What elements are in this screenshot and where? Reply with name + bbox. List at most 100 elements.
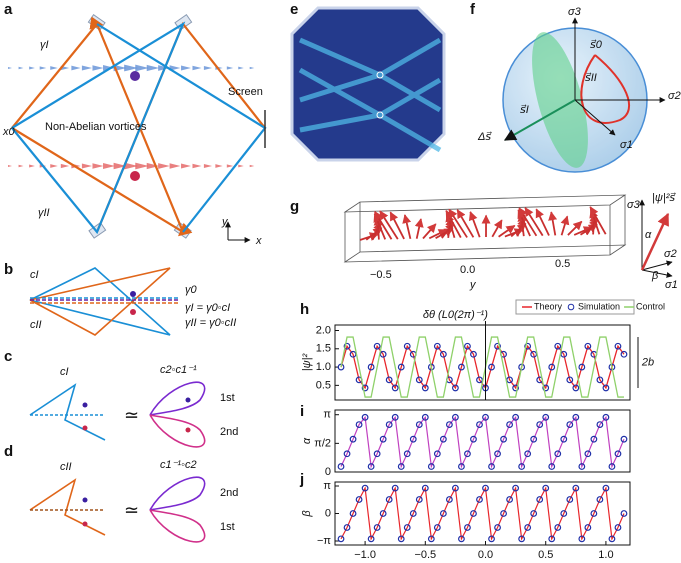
point <box>355 421 363 428</box>
point <box>530 510 538 517</box>
point <box>445 496 453 503</box>
point <box>415 376 423 384</box>
label: c2◦c1⁻¹ <box>160 364 197 376</box>
label: σ3 <box>568 6 582 18</box>
point <box>572 413 580 421</box>
point <box>488 463 495 470</box>
field-arrow <box>81 65 93 71</box>
point <box>361 384 369 392</box>
x-tick-label: −1.0 <box>354 549 376 561</box>
point <box>578 363 586 371</box>
y-axis-label: α <box>301 437 313 444</box>
point <box>355 496 363 503</box>
field-arrow <box>135 162 149 170</box>
spin-arrow <box>535 208 550 236</box>
point <box>560 510 568 517</box>
point <box>421 484 429 492</box>
point <box>373 524 381 531</box>
label: β <box>651 270 659 282</box>
spin-arrow <box>589 206 607 235</box>
point <box>409 435 417 443</box>
tick-label: 0.0 <box>460 264 475 276</box>
field-arrow <box>158 163 170 169</box>
panel-letters: a b c d e f g h i j <box>4 1 476 488</box>
plot-frame <box>334 409 631 473</box>
point <box>391 413 399 421</box>
panel-d: cII ≃ c1⁻¹◦c2 2nd 1st <box>29 459 238 543</box>
field-arrow <box>39 66 47 70</box>
point <box>548 363 556 371</box>
arrows <box>359 206 607 241</box>
label: Screen <box>228 86 263 98</box>
label: ≃ <box>124 405 139 425</box>
field-arrow <box>238 66 244 70</box>
label: γ0 <box>185 284 198 296</box>
y-tick-label: π <box>323 480 331 492</box>
label: cI <box>60 366 69 378</box>
field-arrow <box>226 66 234 70</box>
point <box>439 510 447 517</box>
x-tick-label: 0.0 <box>478 549 493 561</box>
spin-arrow <box>468 211 481 238</box>
spin-arrow <box>498 224 516 238</box>
label: y <box>221 216 229 228</box>
point <box>602 413 610 421</box>
field-arrow <box>50 66 58 70</box>
label: 2nd <box>220 487 238 499</box>
field-arrow <box>92 163 104 169</box>
field-arrow <box>249 164 255 168</box>
point <box>572 384 580 392</box>
point <box>367 363 375 371</box>
y-tick-label: 0.5 <box>316 379 331 391</box>
panel-letter: d <box>4 443 13 460</box>
point <box>596 496 604 503</box>
annotation: 2b <box>641 356 654 368</box>
point <box>614 524 622 531</box>
point <box>572 484 580 492</box>
point <box>397 535 405 543</box>
point <box>614 450 622 458</box>
point <box>542 384 550 392</box>
point <box>566 376 574 384</box>
point <box>458 363 465 371</box>
panel-letter: h <box>300 301 309 318</box>
point <box>464 524 471 531</box>
point <box>488 363 495 371</box>
point <box>458 463 465 470</box>
point <box>433 342 441 350</box>
field-arrow <box>203 65 213 71</box>
point <box>343 342 351 350</box>
label: y <box>469 279 477 291</box>
panel-letter: e <box>290 1 298 18</box>
point <box>385 496 393 503</box>
point <box>554 342 562 350</box>
point <box>470 510 477 517</box>
point <box>403 450 411 458</box>
field-arrow <box>146 64 160 72</box>
point <box>433 450 441 458</box>
point <box>349 435 357 443</box>
point <box>427 463 435 470</box>
point <box>602 484 610 492</box>
point <box>397 463 405 470</box>
field-arrow <box>50 164 58 168</box>
point <box>337 535 345 543</box>
y-tick-label: π <box>323 409 331 421</box>
field-arrow <box>8 67 12 69</box>
point <box>343 524 351 531</box>
point <box>452 484 459 492</box>
label: γII <box>38 207 50 219</box>
point <box>584 342 592 350</box>
vector-field <box>8 64 255 170</box>
point <box>620 435 628 443</box>
paths <box>11 16 267 237</box>
field-arrow <box>18 66 24 70</box>
field-arrow <box>135 64 149 72</box>
point <box>439 350 447 358</box>
spin-arrow <box>414 218 424 239</box>
field-arrow <box>192 163 202 169</box>
point <box>476 496 483 503</box>
point <box>560 435 568 443</box>
point <box>554 524 562 531</box>
